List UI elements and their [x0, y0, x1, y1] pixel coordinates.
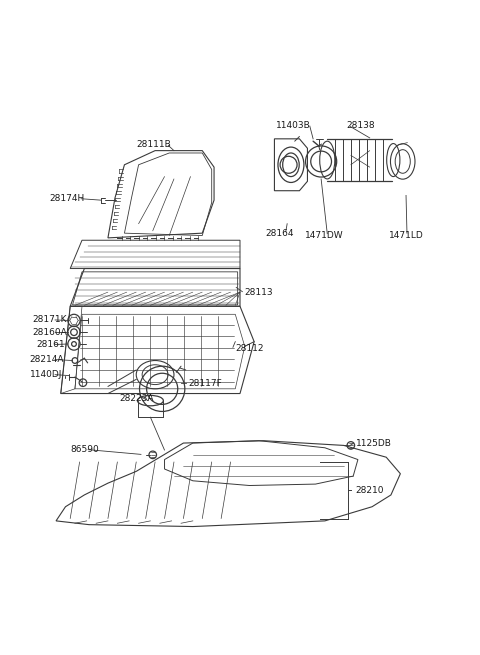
Text: 28112: 28112: [235, 344, 264, 353]
Text: 28164: 28164: [265, 229, 293, 238]
Text: 86590: 86590: [70, 445, 99, 454]
Text: 1125DB: 1125DB: [356, 439, 391, 447]
Text: 28210: 28210: [356, 486, 384, 495]
Text: 28214A: 28214A: [30, 355, 64, 364]
Text: 28160A: 28160A: [33, 328, 67, 337]
Text: 1140DJ: 1140DJ: [30, 370, 62, 379]
Text: 28171K: 28171K: [33, 316, 67, 324]
Text: 28161: 28161: [36, 340, 65, 349]
Text: 28174H: 28174H: [49, 195, 84, 203]
Text: 1471LD: 1471LD: [389, 231, 423, 240]
Text: 28117F: 28117F: [188, 379, 222, 388]
Text: 28113: 28113: [245, 288, 273, 297]
Text: 1471DW: 1471DW: [305, 231, 344, 240]
Text: 28223A: 28223A: [120, 394, 154, 403]
Text: 28138: 28138: [346, 121, 375, 130]
Text: 28111B: 28111B: [137, 140, 171, 149]
Text: 11403B: 11403B: [276, 121, 311, 130]
